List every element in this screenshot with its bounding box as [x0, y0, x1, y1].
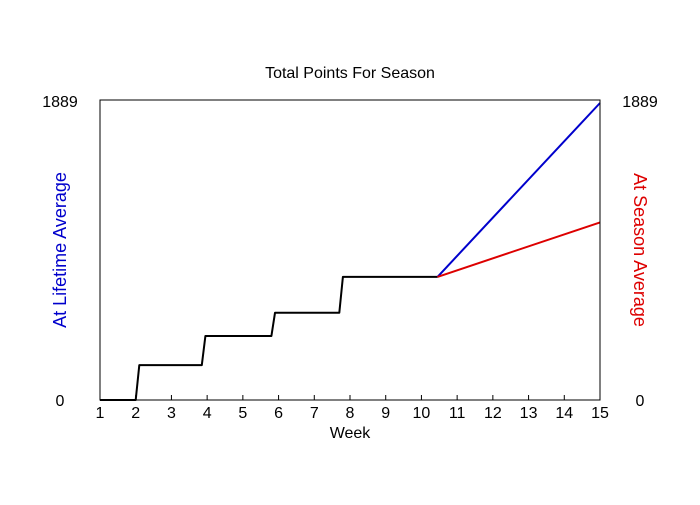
- lifetime-average-projection-line: [436, 102, 601, 278]
- left-axis-label: At Lifetime Average: [50, 172, 70, 328]
- x-tick-label: 11: [449, 405, 466, 422]
- plot-lines: [100, 102, 601, 401]
- x-tick-label: 13: [520, 405, 538, 422]
- right-axis-label: At Season Average: [630, 173, 650, 327]
- x-tick-label: 3: [167, 405, 176, 422]
- x-tick-label: 5: [238, 405, 247, 422]
- x-tick-label: 4: [203, 405, 212, 422]
- actual-points-line: [100, 275, 438, 401]
- x-tick-label: 7: [310, 405, 319, 422]
- x-tick-label: 12: [484, 405, 502, 422]
- y-bottom-label-right: 0: [636, 393, 645, 410]
- y-bottom-label-left: 0: [56, 393, 65, 410]
- y-top-label-left: 1889: [42, 94, 78, 111]
- plot-frame: [99, 99, 601, 401]
- x-tick-label: 9: [381, 405, 390, 422]
- x-tick-label: 10: [413, 405, 431, 422]
- x-tick-label: 1: [96, 405, 105, 422]
- y-top-label-right: 1889: [622, 94, 658, 111]
- x-axis-label: Week: [330, 425, 372, 442]
- x-tick-label: 2: [131, 405, 140, 422]
- chart-title: Total Points For Season: [265, 65, 435, 82]
- x-tick-label: 8: [346, 405, 355, 422]
- x-tick-label: 6: [274, 405, 283, 422]
- x-tick-label: 14: [555, 405, 573, 422]
- x-tick-label: 15: [591, 405, 609, 422]
- x-axis-ticks: [99, 395, 601, 400]
- season-average-projection-line: [437, 221, 601, 278]
- x-axis-tick-labels: 1 2 3 4 5 6 7 8 9 10 11 12 13 14 15: [96, 405, 609, 422]
